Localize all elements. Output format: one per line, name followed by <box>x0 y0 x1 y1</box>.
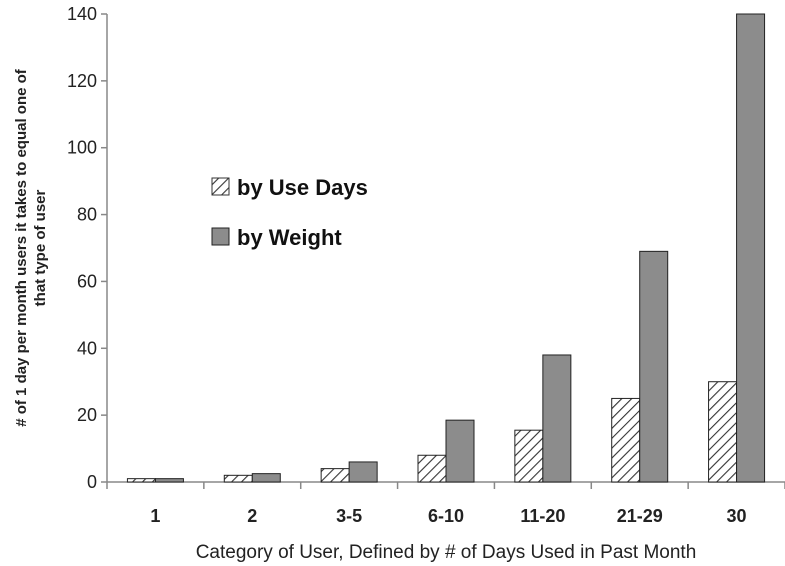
y-tick-label: 40 <box>77 338 97 358</box>
bar-by-use-days <box>320 468 350 483</box>
y-tick-label: 120 <box>67 71 97 91</box>
legend-label-by-use-days: by Use Days <box>237 175 368 200</box>
x-tick-label: 11-20 <box>520 506 565 526</box>
x-axis: 1 2 3-5 6-10 11-20 21-29 30 <box>106 481 785 526</box>
x-tick-label: 21-29 <box>617 506 663 526</box>
y-tick-label: 140 <box>67 4 97 24</box>
y-tick-label: 100 <box>67 138 97 158</box>
y-tick-label: 0 <box>87 472 97 492</box>
bar-by-weight <box>542 354 572 483</box>
y-tick-label: 80 <box>77 205 97 225</box>
bar-by-use-days <box>708 381 738 483</box>
x-tick-label: 1 <box>150 506 160 526</box>
x-tick-label: 6-10 <box>428 506 464 526</box>
bar-by-use-days <box>611 397 641 483</box>
bar-by-weight <box>445 419 475 483</box>
x-tick-label: 2 <box>247 506 257 526</box>
y-tick-label: 20 <box>77 405 97 425</box>
y-axis: 0 20 40 60 80 100 120 140 <box>67 4 108 492</box>
bar-by-weight <box>736 13 766 483</box>
bar-by-use-days <box>126 478 156 483</box>
bar-by-use-days <box>417 454 447 483</box>
y-tick-label: 60 <box>77 271 97 291</box>
legend-label-by-weight: by Weight <box>237 225 342 250</box>
y-axis-label-line-1: # of 1 day per month users it takes to e… <box>13 68 30 427</box>
y-axis-label-line-2: that type of user <box>32 189 49 306</box>
bar-by-weight <box>348 461 378 483</box>
bar-by-use-days <box>514 429 544 483</box>
x-tick-label: 3-5 <box>336 506 362 526</box>
y-axis-label: # of 1 day per month users it takes to e… <box>13 68 49 427</box>
bar-by-weight <box>154 478 184 483</box>
bars <box>126 13 766 483</box>
bar-by-weight <box>251 473 281 483</box>
bar-by-use-days <box>223 474 253 483</box>
legend-swatch-by-weight <box>211 227 230 246</box>
legend-swatch-by-use-days <box>211 177 230 196</box>
legend: by Use Days by Weight <box>211 175 368 250</box>
x-axis-label: Category of User, Defined by # of Days U… <box>196 542 697 563</box>
x-tick-label: 30 <box>727 506 747 526</box>
bar-by-weight <box>639 250 669 483</box>
